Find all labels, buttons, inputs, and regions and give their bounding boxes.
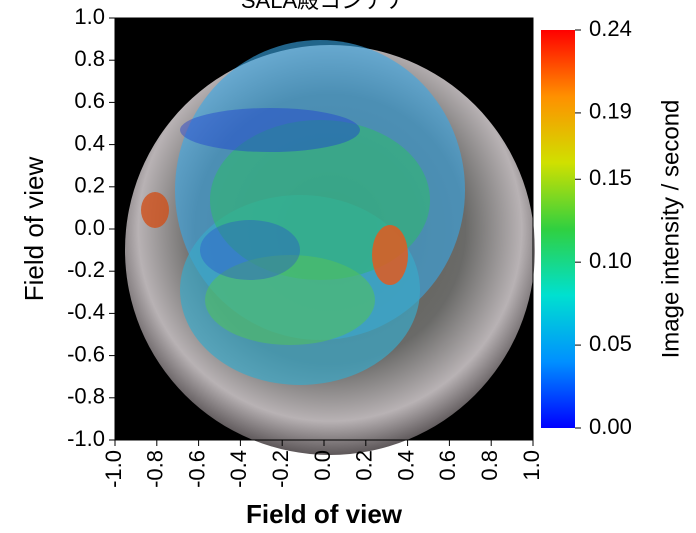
y-tick-label: 0.8: [74, 46, 105, 71]
y-tick-label: 0.4: [74, 130, 105, 155]
fisheye-image: [125, 40, 535, 455]
x-tick-label: 1.0: [519, 450, 544, 481]
x-tick-label: 0.0: [310, 450, 335, 481]
x-tick-label: -0.8: [143, 450, 168, 488]
colorbar-tick-label: 0.24: [589, 16, 632, 41]
colorbar-tick-label: 0.10: [589, 248, 632, 273]
chart-title: SALA殿コンテナ: [241, 0, 407, 13]
x-tick-label: -0.6: [184, 450, 209, 488]
colorbar-label: Image intensity / second: [657, 100, 684, 359]
x-tick-label: -0.4: [226, 450, 251, 488]
colorbar-tick-label: 0.15: [589, 165, 632, 190]
y-tick-label: -0.4: [67, 299, 105, 324]
y-tick-label: 0.0: [74, 215, 105, 240]
x-tick-label: 0.8: [477, 450, 502, 481]
y-tick-label: -1.0: [67, 426, 105, 451]
colorbar-tick-label: 0.00: [589, 414, 632, 439]
x-tick-label: 0.2: [352, 450, 377, 481]
x-tick-label: 0.4: [393, 450, 418, 481]
y-tick-label: 0.6: [74, 88, 105, 113]
y-tick-label: -0.2: [67, 257, 105, 282]
colorbar-tick-label: 0.19: [589, 99, 632, 124]
y-tick-label: -0.8: [67, 384, 105, 409]
x-tick-label: -0.2: [268, 450, 293, 488]
colorbar: [541, 30, 575, 428]
x-tick-label: 0.6: [435, 450, 460, 481]
y-tick-label: -0.6: [67, 341, 105, 366]
x-tick-label: -1.0: [101, 450, 126, 488]
x-axis-label: Field of view: [246, 499, 403, 529]
y-tick-label: 1.0: [74, 4, 105, 29]
colorbar-tick-label: 0.05: [589, 331, 632, 356]
y-tick-label: 0.2: [74, 173, 105, 198]
y-axis-label: Field of view: [19, 157, 49, 302]
